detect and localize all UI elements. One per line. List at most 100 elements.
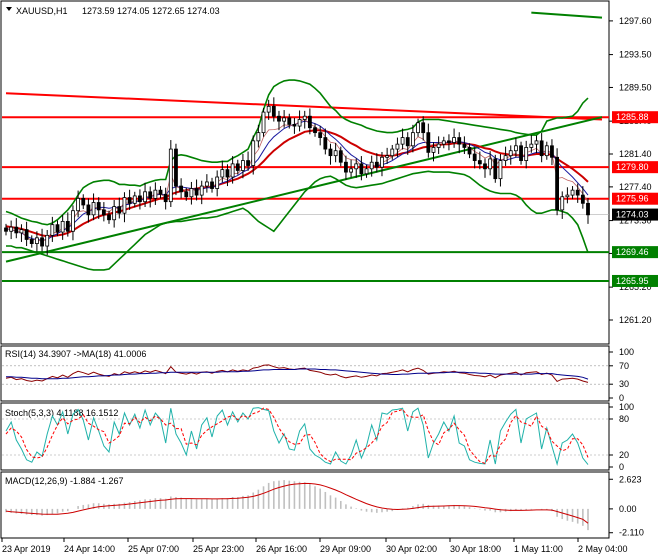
candle-body: [550, 145, 554, 158]
candle-body: [163, 193, 168, 203]
candle-body: [179, 185, 184, 193]
rsi-plot: 100 70 30 0: [2, 347, 634, 403]
osc-series-line: [6, 368, 589, 380]
candle-body: [498, 160, 503, 180]
candle-body: [65, 220, 70, 232]
price-tick-label: 1297.60: [619, 16, 652, 26]
candle-body: [271, 105, 276, 117]
candle-body: [328, 148, 333, 157]
candle-body: [96, 202, 101, 211]
price-tick-label: 1265.20: [619, 282, 652, 292]
candle-body: [189, 188, 194, 198]
trend-line[interactable]: [5, 116, 603, 263]
candle-body: [261, 111, 266, 134]
price-panel[interactable]: XAUUSD,H1 1273.59 1274.05 1272.65 1274.0…: [0, 0, 658, 345]
time-tick-label: 23 Apr 2019: [2, 544, 51, 554]
candle-body: [220, 169, 225, 178]
candle-body: [364, 168, 369, 175]
macd-tick-label: 0.00: [619, 504, 637, 514]
level-label-box: [612, 274, 658, 287]
candle-body: [122, 197, 127, 214]
candle-body: [35, 237, 39, 244]
candle-body: [338, 150, 343, 163]
time-tick-label: 29 Apr 09:00: [320, 544, 371, 554]
candle-body: [210, 181, 214, 189]
candle-body: [359, 163, 364, 175]
trend-lines[interactable]: [5, 11, 603, 263]
price-panel-frame: [0, 0, 610, 345]
candle-body: [174, 148, 178, 187]
current-price-text: 1274.03: [616, 210, 649, 220]
macd-tick-label: -2.110: [619, 528, 644, 538]
candle-body: [71, 210, 75, 232]
candle-body: [575, 189, 580, 196]
candle-body: [385, 155, 390, 158]
level-label-text: 1279.80: [616, 162, 649, 172]
candle-body: [246, 160, 250, 166]
rsi-panel[interactable]: RSI(14) 34.3907 ->MA(18) 41.0006 100 70 30…: [0, 345, 634, 403]
candle-body: [158, 189, 163, 195]
candle-body: [524, 147, 529, 161]
candle-body: [483, 163, 487, 170]
time-tick-label: 1 May 11:00: [514, 544, 563, 554]
candle-body: [117, 206, 122, 214]
symbol-label: XAUUSD,H1: [16, 6, 68, 16]
candle-body: [586, 202, 590, 216]
macd-panel[interactable]: MACD(12,26,9) -1.884 -1.267 2.623 0.00 -2.…: [0, 471, 644, 539]
candle-body: [436, 143, 441, 148]
candle-body: [318, 132, 323, 138]
osc-tick-label: 80: [619, 414, 629, 424]
candle-body: [60, 220, 65, 233]
candle-body: [153, 189, 158, 199]
candle-body: [570, 189, 575, 196]
candle-body: [287, 117, 292, 125]
osc-tick-label: 20: [619, 450, 629, 460]
trend-line[interactable]: [531, 11, 603, 19]
candle-body: [380, 156, 384, 168]
candle-body: [225, 169, 230, 178]
candle-body: [112, 206, 117, 221]
candle-body: [374, 161, 379, 168]
candle-body: [199, 185, 204, 196]
candle-body: [421, 122, 426, 134]
candle-body: [55, 224, 60, 233]
rsi-title: RSI(14) 34.3907 ->MA(18) 41.0006: [5, 349, 146, 359]
candle-body: [107, 214, 111, 221]
candle-body: [544, 145, 549, 157]
time-axis: 23 Apr 2019 24 Apr 14:00 25 Apr 07:00 25 Ap…: [1, 538, 628, 554]
candle-body: [390, 148, 395, 157]
candle-body: [472, 153, 477, 161]
candle-body: [204, 181, 209, 187]
price-level-labels: 1285.88 1279.80 1275.96 1269.46 1265.95 1274.…: [612, 111, 658, 287]
osc-tick-label: 0: [619, 393, 624, 403]
candle-body: [277, 115, 281, 122]
candle-body: [24, 229, 29, 240]
candle-body: [395, 143, 400, 150]
candle-body: [410, 132, 415, 147]
osc-tick-label: 100: [619, 402, 634, 412]
price-tick-label: 1277.40: [619, 182, 652, 192]
candle-body: [168, 148, 173, 203]
candle-body: [143, 191, 147, 203]
time-tick-label: 24 Apr 14:00: [64, 544, 115, 554]
price-tick-label: 1261.20: [619, 315, 652, 325]
candle-body: [539, 140, 544, 157]
candle-body: [555, 156, 559, 211]
dropdown-triangle-icon[interactable]: [6, 7, 12, 11]
macd-plot: 2.623 0.00 -2.110: [5, 474, 644, 538]
candle-body: [513, 145, 518, 152]
macd-tick-label: 2.623: [619, 474, 642, 484]
time-tick-label: 25 Apr 23:00: [193, 544, 244, 554]
candle-body: [282, 117, 287, 122]
candle-body: [503, 155, 508, 161]
candle-body: [560, 196, 565, 211]
osc-tick-label: 0: [619, 462, 624, 472]
candle-body: [91, 202, 96, 216]
candle-body: [534, 140, 539, 145]
osc-series-line: [5, 407, 589, 465]
candle-body: [529, 143, 534, 148]
trend-line[interactable]: [5, 92, 603, 121]
candle-body: [431, 147, 436, 153]
